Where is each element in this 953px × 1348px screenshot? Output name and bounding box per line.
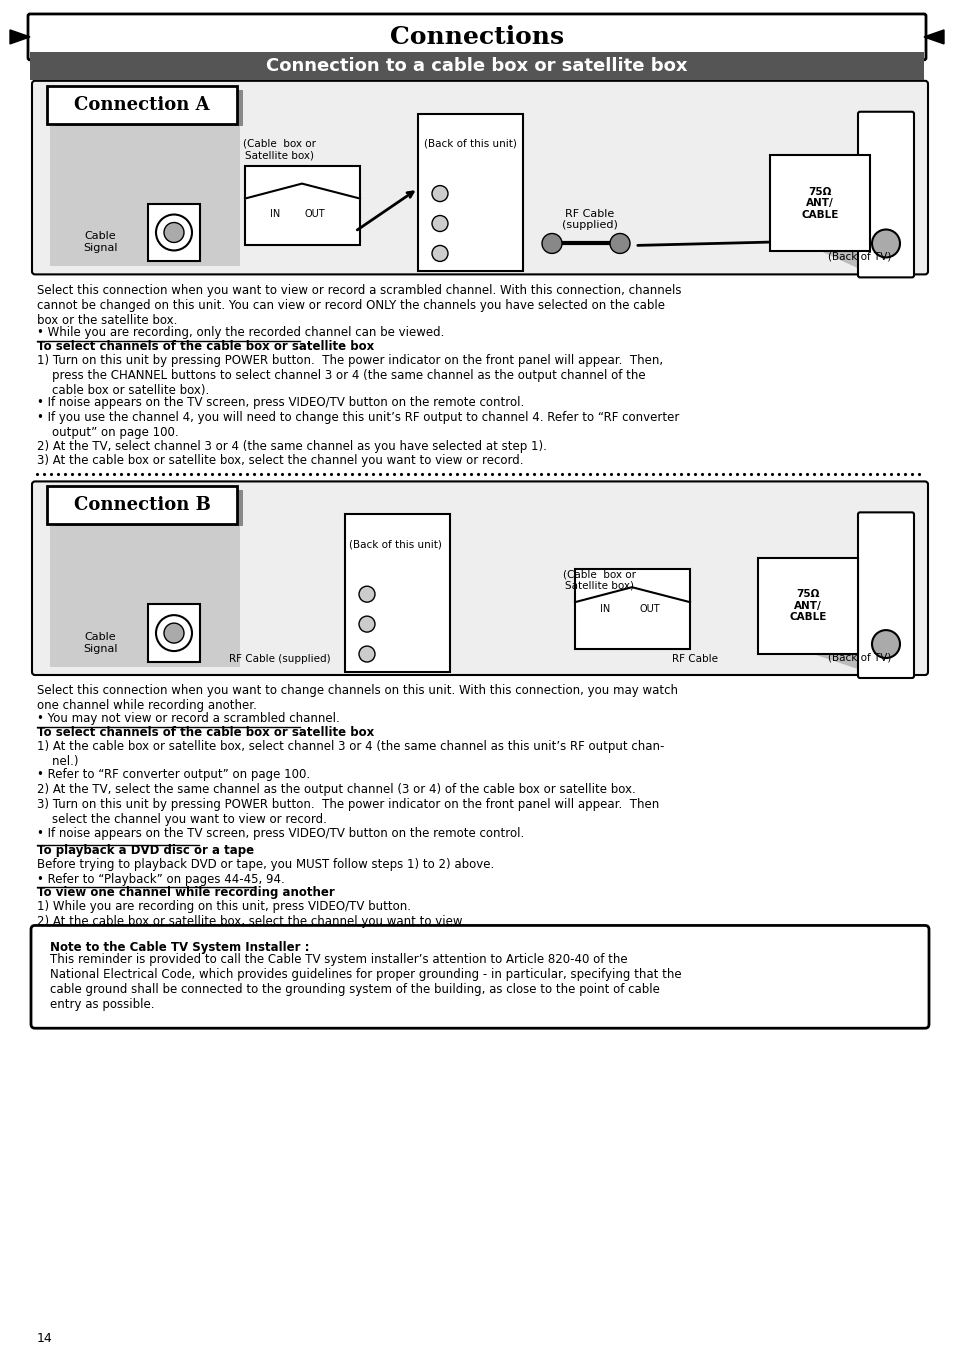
Text: • If noise appears on the TV screen, press VIDEO/TV button on the remote control: • If noise appears on the TV screen, pre… xyxy=(37,826,524,840)
Bar xyxy=(245,166,359,245)
Text: 2) At the TV, select channel 3 or 4 (the same channel as you have selected at st: 2) At the TV, select channel 3 or 4 (the… xyxy=(37,439,546,453)
Text: OUT: OUT xyxy=(304,209,325,218)
Text: • If you use the channel 4, you will need to change this unit’s RF output to cha: • If you use the channel 4, you will nee… xyxy=(37,411,679,439)
Text: 75Ω
ANT/
CABLE: 75Ω ANT/ CABLE xyxy=(801,186,838,220)
Circle shape xyxy=(871,630,899,658)
FancyBboxPatch shape xyxy=(857,112,913,278)
Text: • You may not view or record a scrambled channel.: • You may not view or record a scrambled… xyxy=(37,712,339,725)
Bar xyxy=(345,515,450,673)
Text: 75Ω
ANT/
CABLE: 75Ω ANT/ CABLE xyxy=(788,589,826,623)
Text: Before trying to playback DVD or tape, you MUST follow steps 1) to 2) above.
• R: Before trying to playback DVD or tape, y… xyxy=(37,857,494,886)
Circle shape xyxy=(432,245,448,262)
Text: 14: 14 xyxy=(37,1332,52,1345)
Circle shape xyxy=(164,222,184,243)
FancyBboxPatch shape xyxy=(32,481,927,675)
Text: • Refer to “RF converter output” on page 100.: • Refer to “RF converter output” on page… xyxy=(37,768,310,782)
Text: 1) At the cable box or satellite box, select channel 3 or 4 (the same channel as: 1) At the cable box or satellite box, se… xyxy=(37,740,663,768)
Text: Select this connection when you want to change channels on this unit. With this : Select this connection when you want to … xyxy=(37,683,678,712)
Bar xyxy=(30,51,923,80)
Bar xyxy=(575,569,689,648)
Text: 3) At the cable box or satellite box, select the channel you want to view or rec: 3) At the cable box or satellite box, se… xyxy=(37,454,523,468)
Bar xyxy=(55,491,243,526)
Text: Connection to a cable box or satellite box: Connection to a cable box or satellite b… xyxy=(266,57,687,75)
Bar xyxy=(148,604,200,662)
Polygon shape xyxy=(575,588,689,603)
Polygon shape xyxy=(923,30,943,44)
Text: Select this connection when you want to view or record a scrambled channel. With: Select this connection when you want to … xyxy=(37,284,680,328)
Text: 1) Turn on this unit by pressing POWER button.  The power indicator on the front: 1) Turn on this unit by pressing POWER b… xyxy=(37,355,662,398)
Circle shape xyxy=(358,586,375,603)
Circle shape xyxy=(432,186,448,202)
Text: (Cable  box or
Satellite box): (Cable box or Satellite box) xyxy=(563,569,636,590)
Text: RF Cable: RF Cable xyxy=(671,654,718,665)
Text: This reminder is provided to call the Cable TV system installer’s attention to A: This reminder is provided to call the Ca… xyxy=(50,953,680,1011)
Text: Connection A: Connection A xyxy=(74,96,210,113)
Text: To select channels of the cable box or satellite box: To select channels of the cable box or s… xyxy=(37,725,374,739)
Bar xyxy=(50,524,240,667)
FancyBboxPatch shape xyxy=(28,13,925,59)
Text: • While you are recording, only the recorded channel can be viewed.: • While you are recording, only the reco… xyxy=(37,326,444,340)
Text: IN: IN xyxy=(270,209,280,218)
Text: IN: IN xyxy=(599,604,610,615)
FancyBboxPatch shape xyxy=(47,487,236,524)
Text: RF Cable
(supplied): RF Cable (supplied) xyxy=(561,209,618,231)
Polygon shape xyxy=(245,183,359,198)
FancyBboxPatch shape xyxy=(32,81,927,275)
Polygon shape xyxy=(10,30,30,44)
FancyBboxPatch shape xyxy=(857,512,913,678)
Text: Connections: Connections xyxy=(390,24,563,49)
Text: 1) While you are recording on this unit, press VIDEO/TV button.
2) At the cable : 1) While you are recording on this unit,… xyxy=(37,899,465,927)
Bar xyxy=(55,90,243,125)
Circle shape xyxy=(541,233,561,253)
Text: 2) At the TV, select the same channel as the output channel (3 or 4) of the cabl: 2) At the TV, select the same channel as… xyxy=(37,783,635,797)
Text: To playback a DVD disc or a tape: To playback a DVD disc or a tape xyxy=(37,844,253,856)
Circle shape xyxy=(609,233,629,253)
Text: (Back of this unit): (Back of this unit) xyxy=(423,139,516,148)
FancyBboxPatch shape xyxy=(47,86,236,124)
Text: • If noise appears on the TV screen, press VIDEO/TV button on the remote control: • If noise appears on the TV screen, pre… xyxy=(37,396,524,410)
Polygon shape xyxy=(780,632,859,669)
Text: (Back of TV): (Back of TV) xyxy=(827,652,891,662)
Circle shape xyxy=(358,616,375,632)
Text: Note to the Cable TV System Installer :: Note to the Cable TV System Installer : xyxy=(50,941,309,954)
Bar xyxy=(417,113,522,271)
Text: Cable
Signal: Cable Signal xyxy=(83,632,117,654)
Circle shape xyxy=(156,214,192,251)
Bar xyxy=(50,124,240,267)
Text: RF Cable (supplied): RF Cable (supplied) xyxy=(229,654,331,665)
Circle shape xyxy=(164,623,184,643)
Text: Connection B: Connection B xyxy=(73,496,211,515)
Polygon shape xyxy=(794,229,859,268)
Text: Cable
Signal: Cable Signal xyxy=(83,232,117,253)
Text: To view one channel while recording another: To view one channel while recording anot… xyxy=(37,886,335,899)
Circle shape xyxy=(358,646,375,662)
FancyBboxPatch shape xyxy=(30,926,928,1029)
Text: To select channels of the cable box or satellite box: To select channels of the cable box or s… xyxy=(37,340,374,353)
Bar xyxy=(148,204,200,262)
Text: (Back of TV): (Back of TV) xyxy=(827,252,891,262)
Circle shape xyxy=(156,615,192,651)
Text: (Back of this unit): (Back of this unit) xyxy=(348,539,441,549)
Circle shape xyxy=(871,229,899,257)
Circle shape xyxy=(432,216,448,232)
Text: 3) Turn on this unit by pressing POWER button.  The power indicator on the front: 3) Turn on this unit by pressing POWER b… xyxy=(37,798,659,826)
Text: (Cable  box or
Satellite box): (Cable box or Satellite box) xyxy=(243,139,316,160)
Text: OUT: OUT xyxy=(639,604,659,615)
